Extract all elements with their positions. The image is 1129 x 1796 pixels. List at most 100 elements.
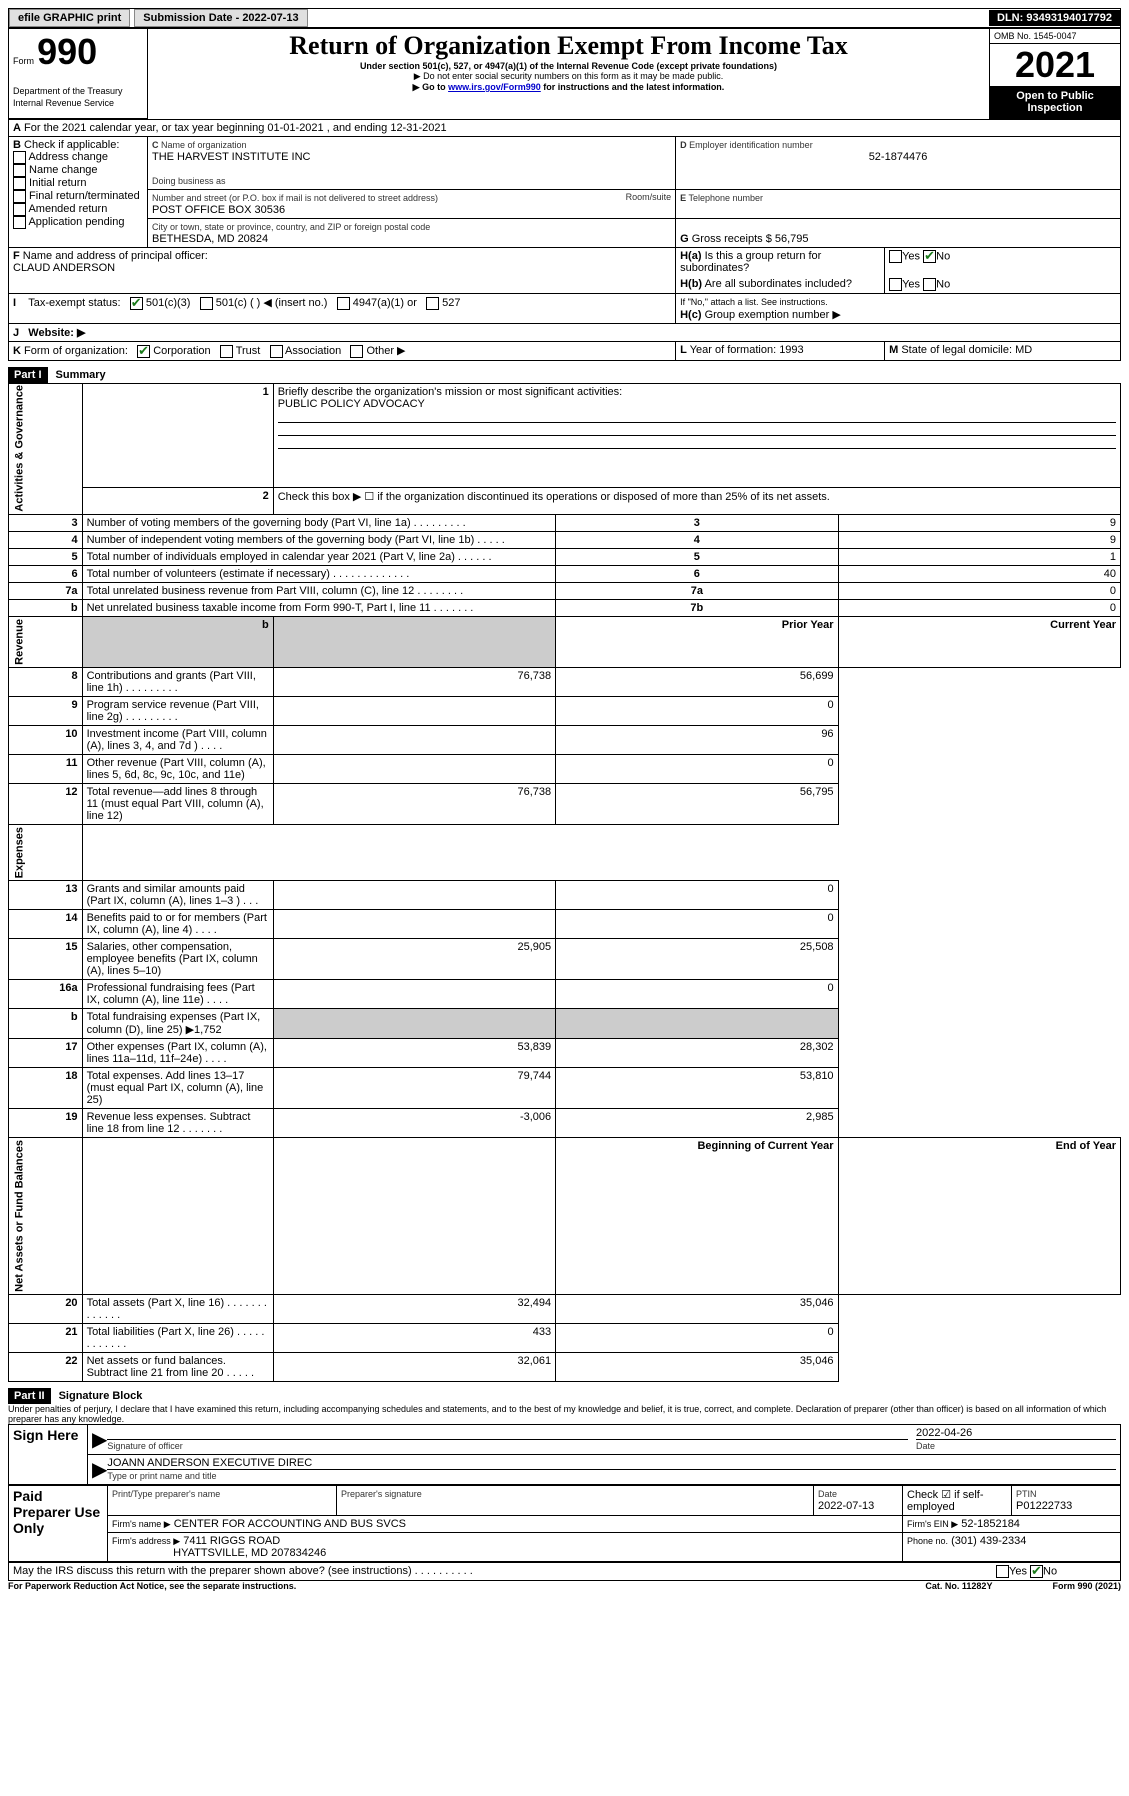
- l-label: Year of formation:: [690, 344, 776, 356]
- m-label: State of legal domicile:: [901, 344, 1012, 356]
- omb-label: OMB No. 1545-0047: [990, 29, 1120, 44]
- goto-note: ▶ Go to www.irs.gov/Form990 for instruct…: [152, 82, 985, 93]
- officer-typed-name: JOANN ANDERSON EXECUTIVE DIREC: [107, 1457, 1116, 1470]
- b-checkbox[interactable]: [13, 164, 26, 177]
- form-label: Form: [13, 56, 34, 66]
- date-label: Date: [916, 1441, 935, 1451]
- hb-note: If "No," attach a list. See instructions…: [680, 297, 827, 307]
- form990-link[interactable]: www.irs.gov/Form990: [448, 82, 541, 92]
- submission-date-button[interactable]: Submission Date - 2022-07-13: [134, 9, 307, 27]
- ssn-note: ▶ Do not enter social security numbers o…: [152, 71, 985, 82]
- preparer-table: Paid Preparer Use Only Print/Type prepar…: [8, 1485, 1121, 1562]
- header-grid: A For the 2021 calendar year, or tax yea…: [8, 119, 1121, 361]
- 501c-checkbox[interactable]: [200, 297, 213, 310]
- l16b-text: Total fundraising expenses (Part IX, col…: [82, 1009, 273, 1039]
- b-checkbox[interactable]: [13, 216, 26, 229]
- perjury-text: Under penalties of perjury, I declare th…: [8, 1404, 1121, 1424]
- sig-date: 2022-04-26: [916, 1427, 1116, 1440]
- phone-label: Phone no.: [907, 1536, 948, 1546]
- discuss-yes-checkbox[interactable]: [996, 1565, 1009, 1578]
- prep-date: 2022-07-13: [818, 1500, 874, 1512]
- summary-table: Activities & Governance 1 Briefly descri…: [8, 383, 1121, 1383]
- dba-label: Doing business as: [152, 176, 226, 186]
- ein-value: 52-1874476: [680, 151, 1116, 163]
- part1-title: Summary: [48, 369, 106, 381]
- j-label: Website: ▶: [28, 327, 85, 339]
- footer-table: May the IRS discuss this return with the…: [8, 1562, 1121, 1581]
- signature-table: Sign Here ▶ Signature of officer 2022-04…: [8, 1424, 1121, 1485]
- revenue-section: Revenue: [9, 617, 83, 668]
- form-number: 990: [37, 31, 97, 72]
- firm-addr-label: Firm's address ▶: [112, 1536, 180, 1546]
- trust-checkbox[interactable]: [220, 345, 233, 358]
- firm-name-label: Firm's name ▶: [112, 1519, 171, 1529]
- governance-section: Activities & Governance: [9, 383, 83, 515]
- org-name: THE HARVEST INSTITUTE INC: [152, 151, 311, 163]
- end-year-header: End of Year: [838, 1138, 1120, 1295]
- begin-year-header: Beginning of Current Year: [556, 1138, 838, 1295]
- dept-label: Department of the Treasury: [13, 86, 123, 96]
- expenses-section: Expenses: [9, 825, 83, 881]
- form-footer: Form 990 (2021): [1052, 1581, 1121, 1591]
- corp-checkbox[interactable]: [137, 345, 150, 358]
- l1-label: Briefly describe the organization's miss…: [278, 386, 622, 398]
- form-subtitle: Under section 501(c), 527, or 4947(a)(1)…: [152, 61, 985, 71]
- form-title: Return of Organization Exempt From Incom…: [152, 31, 985, 61]
- b-label: Check if applicable:: [24, 139, 119, 151]
- hb-no-checkbox[interactable]: [923, 278, 936, 291]
- gross-receipts: 56,795: [775, 233, 809, 245]
- prep-sig-label: Preparer's signature: [341, 1489, 422, 1499]
- sign-here-label: Sign Here: [9, 1425, 88, 1485]
- firm-name: CENTER FOR ACCOUNTING AND BUS SVCS: [174, 1518, 406, 1530]
- self-employed: Check ☑ if self-employed: [903, 1486, 1012, 1516]
- other-checkbox[interactable]: [350, 345, 363, 358]
- firm-addr: 7411 RIGGS ROAD: [183, 1535, 280, 1547]
- title-block: Form 990 Department of the Treasury Inte…: [8, 28, 1121, 119]
- ptin-value: P01222733: [1016, 1500, 1072, 1512]
- part2-tag: Part II: [8, 1388, 51, 1404]
- mission-text: PUBLIC POLICY ADVOCACY: [278, 398, 425, 410]
- year-formation: 1993: [779, 344, 803, 356]
- inspection-box: Open to Public Inspection: [990, 86, 1120, 118]
- top-toolbar: efile GRAPHIC print Submission Date - 20…: [8, 8, 1121, 28]
- ha-no-checkbox[interactable]: [923, 250, 936, 263]
- 4947-checkbox[interactable]: [337, 297, 350, 310]
- goto-pre: ▶ Go to: [413, 82, 448, 92]
- firm-ein: 52-1852184: [961, 1518, 1020, 1530]
- phone-value: (301) 439-2334: [951, 1535, 1026, 1547]
- officer-name-label: Type or print name and title: [107, 1471, 216, 1481]
- ha-label: Is this a group return for subordinates?: [680, 250, 821, 274]
- irs-label: Internal Revenue Service: [13, 98, 114, 108]
- b-checkbox[interactable]: [13, 203, 26, 216]
- street-value: POST OFFICE BOX 30536: [152, 204, 285, 216]
- discuss-no-checkbox[interactable]: [1030, 1565, 1043, 1578]
- netassets-section: Net Assets or Fund Balances: [9, 1138, 83, 1295]
- cat-no: Cat. No. 11282Y: [925, 1581, 992, 1591]
- 527-checkbox[interactable]: [426, 297, 439, 310]
- ha-yes-checkbox[interactable]: [889, 250, 902, 263]
- efile-print-button[interactable]: efile GRAPHIC print: [9, 9, 130, 27]
- e-label: Telephone number: [688, 193, 763, 203]
- b-checkbox[interactable]: [13, 177, 26, 190]
- goto-post: for instructions and the latest informat…: [541, 82, 725, 92]
- d-label: Employer identification number: [689, 140, 813, 150]
- part2-title: Signature Block: [51, 1390, 143, 1402]
- b-checkbox[interactable]: [13, 190, 26, 203]
- hc-label: Group exemption number ▶: [705, 309, 841, 321]
- hb-yes-checkbox[interactable]: [889, 278, 902, 291]
- l2-text: Check this box ▶ ☐ if the organization d…: [273, 487, 1120, 515]
- g-label: Gross receipts $: [692, 233, 772, 245]
- b-checkbox[interactable]: [13, 151, 26, 164]
- 501c3-checkbox[interactable]: [130, 297, 143, 310]
- city-label: City or town, state or province, country…: [152, 222, 430, 232]
- f-label: Name and address of principal officer:: [23, 250, 208, 262]
- prep-name-label: Print/Type preparer's name: [112, 1489, 220, 1499]
- assoc-checkbox[interactable]: [270, 345, 283, 358]
- current-year-header: Current Year: [838, 617, 1120, 668]
- street-label: Number and street (or P.O. box if mail i…: [152, 193, 438, 203]
- part1-tag: Part I: [8, 367, 48, 383]
- c-name-label: Name of organization: [161, 140, 247, 150]
- dln-label: DLN: 93493194017792: [989, 10, 1120, 26]
- ptin-label: PTIN: [1016, 1489, 1037, 1499]
- room-label: Room/suite: [626, 192, 672, 202]
